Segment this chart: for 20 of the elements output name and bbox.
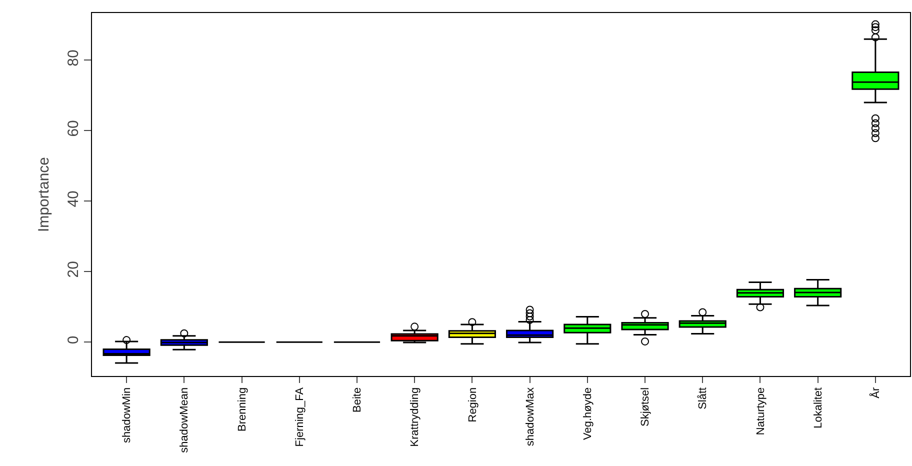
y-tick-label: 0: [65, 336, 82, 344]
x-tick-label: Skjøtsel: [640, 387, 652, 427]
x-tick-label: Region: [466, 387, 479, 422]
y-tick-label: 60: [65, 120, 82, 137]
x-tick-label: Lokalitet: [812, 387, 824, 428]
y-axis-title: Importance: [35, 156, 52, 232]
x-tick-label: Beite: [352, 387, 364, 412]
x-tick-label: Naturtype: [754, 387, 767, 436]
x-tick-label: Brenning: [236, 387, 248, 432]
x-tick-label: shadowMean: [178, 387, 191, 453]
x-tick-label: shadowMax: [524, 386, 536, 446]
x-tick-label: År: [869, 387, 882, 398]
y-tick-label: 40: [65, 190, 82, 208]
y-tick-label: 20: [65, 261, 82, 278]
x-tick-label: Krattrydding: [409, 387, 422, 447]
x-tick-label: shadowMin: [121, 387, 134, 444]
y-tick-label: 80: [65, 50, 82, 66]
x-tick-label: Veg.høyde: [582, 387, 594, 440]
x-tick-label: Slått: [697, 387, 710, 410]
x-tick-label: Fjerning_FA: [294, 386, 306, 447]
